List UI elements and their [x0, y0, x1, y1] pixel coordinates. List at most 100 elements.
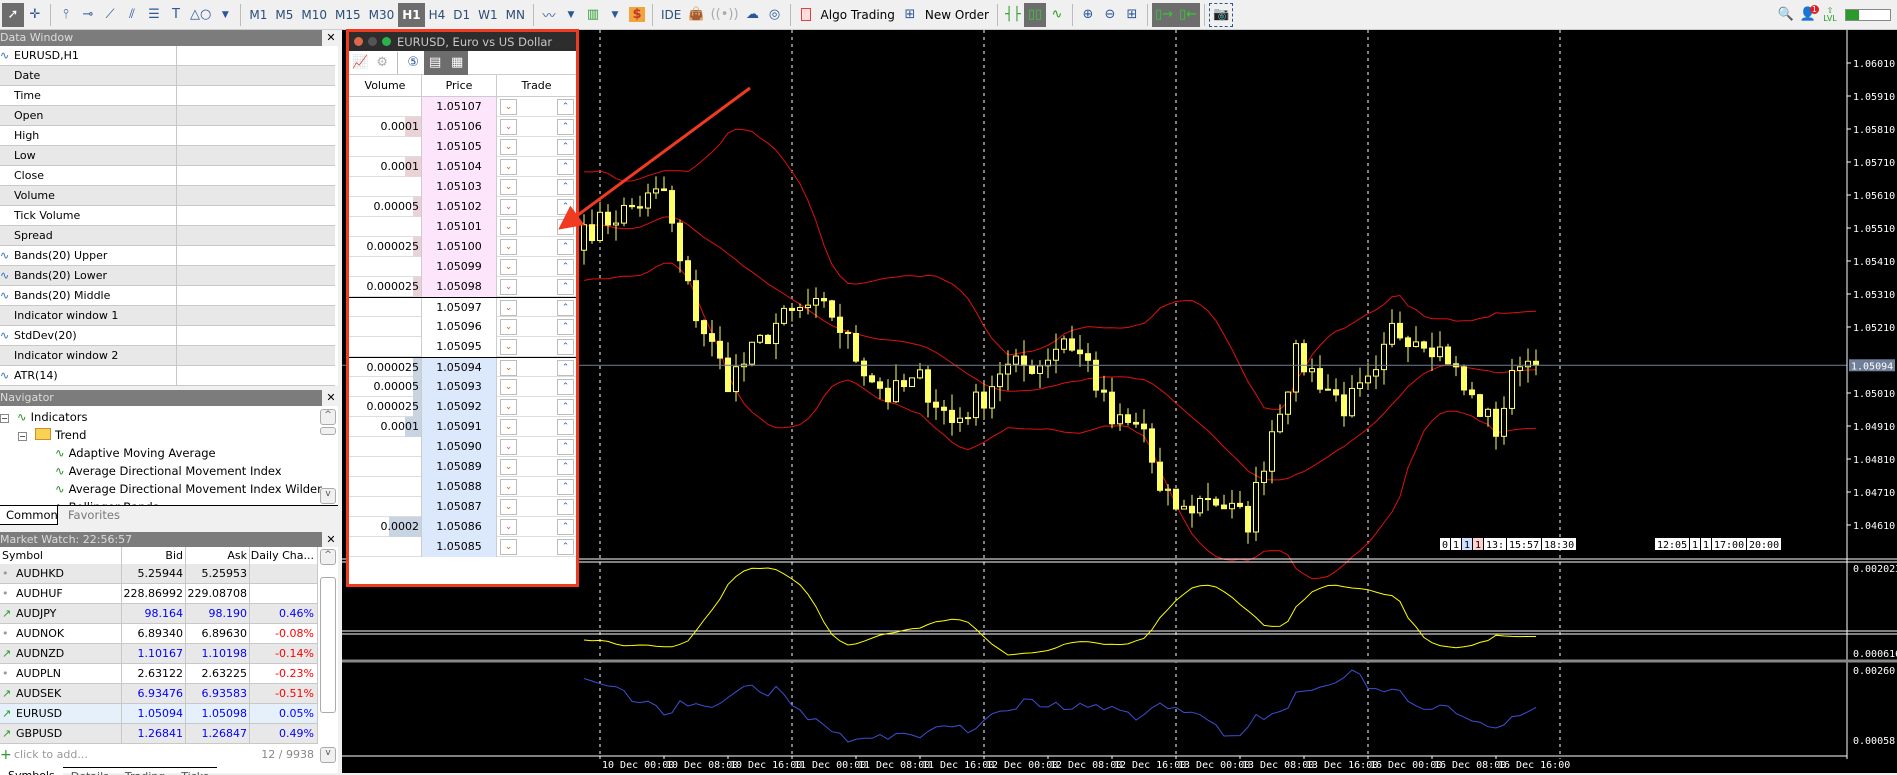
buy-limit-button[interactable]: ⌃ — [557, 300, 574, 316]
navigator-item[interactable]: ∿ Adaptive Moving Average — [55, 444, 216, 462]
navigator-item[interactable]: − ∿ Indicators — [0, 408, 87, 426]
timeframe-m15[interactable]: M15 — [334, 7, 361, 22]
sell-limit-button[interactable]: ⌄ — [500, 459, 517, 475]
navigator-scroll-down[interactable]: v — [320, 488, 336, 504]
buy-limit-button[interactable]: ⌃ — [557, 399, 574, 415]
sell-limit-button[interactable]: ⌄ — [500, 139, 517, 155]
dom-chart-view-icon[interactable]: ▦ — [446, 50, 469, 75]
market-watch-row[interactable]: ↗ AUDJPY 98.164 98.190 0.46% — [0, 604, 318, 624]
buy-limit-button[interactable]: ⌃ — [557, 479, 574, 495]
buy-limit-button[interactable]: ⌃ — [557, 379, 574, 395]
sell-limit-button[interactable]: ⌄ — [500, 300, 517, 316]
screenshot-icon[interactable]: 📷 — [1209, 2, 1234, 27]
sell-limit-button[interactable]: ⌄ — [500, 199, 517, 215]
cursor-tool-button[interactable]: ➚ — [2, 2, 24, 27]
timeframe-d1[interactable]: D1 — [453, 7, 471, 22]
new-order-button[interactable]: New Order — [924, 7, 989, 22]
sell-limit-button[interactable]: ⌄ — [500, 499, 517, 515]
tab-trading[interactable]: Trading — [116, 767, 174, 775]
navigator-close-button[interactable]: ✕ — [326, 391, 336, 404]
market-watch-scroll-down[interactable]: v — [320, 747, 336, 763]
candlestick-chart-button[interactable]: ▯▯ — [1023, 2, 1046, 27]
navigator-item[interactable]: ∿ Average Directional Movement Index Wild… — [55, 480, 322, 498]
market-watch-row[interactable]: • AUDNOK 6.89340 6.89630 -0.08% — [0, 624, 318, 644]
market-watch-row[interactable]: ↗ AUDSEK 6.93476 6.93583 -0.51% — [0, 684, 318, 704]
data-window-close-button[interactable]: ✕ — [326, 31, 336, 44]
vps-cloud-icon[interactable]: ☁ — [746, 7, 760, 22]
dom-chart-icon[interactable]: 📈 — [352, 55, 369, 70]
sell-limit-button[interactable]: ⌄ — [500, 279, 517, 295]
sell-limit-button[interactable]: ⌄ — [500, 419, 517, 435]
navigator-item[interactable]: ∿ Average Directional Movement Index — [55, 462, 282, 480]
channel-button[interactable]: ⫽ — [129, 7, 135, 22]
ide-button[interactable]: IDE — [661, 7, 682, 22]
buy-limit-button[interactable]: ⌃ — [557, 519, 574, 535]
collapse-icon[interactable]: − — [0, 414, 9, 423]
sell-limit-button[interactable]: ⌄ — [500, 119, 517, 135]
shapes-button[interactable]: △○ — [190, 7, 212, 22]
new-order-icon[interactable]: ⊞ — [904, 7, 916, 22]
text-tool-button[interactable]: T — [172, 7, 180, 22]
buy-limit-button[interactable]: ⌃ — [557, 339, 574, 355]
tab-favorites[interactable]: Favorites — [68, 508, 120, 522]
dollar-icon[interactable]: $ — [626, 3, 648, 27]
navigator-scroll-thumb[interactable] — [320, 427, 336, 435]
tab-ticks[interactable]: Ticks — [173, 767, 217, 775]
sell-limit-button[interactable]: ⌄ — [500, 519, 517, 535]
shapes-dropdown-icon[interactable]: ▼ — [221, 9, 229, 20]
buy-limit-button[interactable]: ⌃ — [557, 179, 574, 195]
buy-limit-button[interactable]: ⌃ — [557, 139, 574, 155]
tile-windows-icon[interactable]: ⊞ — [1126, 7, 1138, 22]
navigator-item[interactable]: ∿ Bollinger Bands — [55, 498, 159, 506]
sell-limit-button[interactable]: ⌄ — [500, 379, 517, 395]
sell-limit-button[interactable]: ⌄ — [500, 159, 517, 175]
templates-dropdown-icon[interactable]: ▼ — [611, 9, 619, 20]
market-watch-row[interactable]: ↗ EURUSD 1.05094 1.05098 0.05% — [0, 704, 318, 724]
buy-limit-button[interactable]: ⌃ — [557, 319, 574, 335]
column-header[interactable]: Symbol — [0, 547, 122, 564]
signals-icon[interactable]: ((•)) — [710, 7, 739, 22]
vertical-line-button[interactable]: ⫯ — [63, 7, 69, 22]
market-watch-row[interactable]: • AUDPLN 2.63122 2.63225 -0.23% — [0, 664, 318, 684]
account-icon[interactable]: 👤 1 — [1799, 4, 1819, 22]
sell-limit-button[interactable]: ⌄ — [500, 399, 517, 415]
market-watch-row[interactable]: • AUDHKD 5.25944 5.25953 — [0, 564, 318, 584]
add-symbol-placeholder[interactable]: click to add... — [14, 748, 88, 761]
buy-limit-button[interactable]: ⌃ — [557, 99, 574, 115]
market-watch-scroll-thumb[interactable] — [320, 577, 336, 713]
timeframe-mn[interactable]: MN — [505, 7, 526, 22]
dom-one-click-icon[interactable]: ⑤ — [407, 55, 420, 70]
radar-icon[interactable]: ◎ — [768, 7, 781, 22]
buy-limit-button[interactable]: ⌃ — [557, 419, 574, 435]
sell-limit-button[interactable]: ⌄ — [500, 439, 517, 455]
buy-limit-button[interactable]: ⌃ — [557, 259, 574, 275]
window-minimize-button[interactable] — [368, 37, 377, 46]
sell-limit-button[interactable]: ⌄ — [500, 219, 517, 235]
chart-shift-button[interactable]: ▯← — [1176, 2, 1201, 27]
line-chart-button[interactable]: ∿ — [1051, 7, 1063, 22]
sell-limit-button[interactable]: ⌄ — [500, 339, 517, 355]
buy-limit-button[interactable]: ⌃ — [557, 459, 574, 475]
trendline-button[interactable]: ⟋ — [105, 7, 115, 22]
algo-trading-button[interactable]: Algo Trading — [820, 7, 895, 22]
sell-limit-button[interactable]: ⌄ — [500, 99, 517, 115]
buy-limit-button[interactable]: ⌃ — [557, 360, 574, 376]
buy-limit-button[interactable]: ⌃ — [557, 199, 574, 215]
buy-limit-button[interactable]: ⌃ — [557, 119, 574, 135]
timeframe-h4[interactable]: H4 — [428, 7, 446, 22]
column-header[interactable]: Daily Cha... — [250, 547, 318, 564]
buy-limit-button[interactable]: ⌃ — [557, 239, 574, 255]
sell-limit-button[interactable]: ⌄ — [500, 539, 517, 555]
sell-limit-button[interactable]: ⌄ — [500, 259, 517, 275]
tab-common[interactable]: Common — [0, 506, 58, 525]
crosshair-tool-button[interactable]: ✛ — [29, 7, 41, 22]
market-watch-row[interactable]: ↗ AUDNZD 1.10167 1.10198 -0.14% — [0, 644, 318, 664]
indicators-dropdown-icon[interactable]: ▼ — [567, 9, 575, 20]
sell-limit-button[interactable]: ⌄ — [500, 319, 517, 335]
collapse-icon[interactable]: − — [18, 432, 27, 441]
buy-limit-button[interactable]: ⌃ — [557, 499, 574, 515]
bar-chart-button[interactable]: ┤├ — [1005, 7, 1021, 22]
algo-trading-icon[interactable] — [795, 3, 817, 27]
zoom-out-icon[interactable]: ⊖ — [1104, 7, 1116, 22]
sell-limit-button[interactable]: ⌄ — [500, 239, 517, 255]
